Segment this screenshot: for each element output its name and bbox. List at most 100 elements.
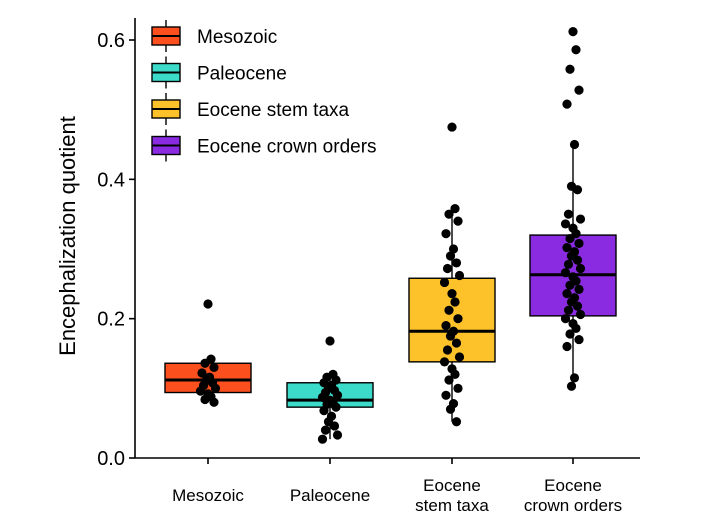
legend-item-4: Eocene crown orders: [151, 129, 377, 162]
data-point: [566, 381, 577, 391]
data-point: [450, 203, 460, 214]
data-point: [451, 417, 462, 427]
data-point: [319, 406, 329, 416]
data-point: [325, 336, 335, 346]
x-tick-label: crown orders: [524, 496, 622, 515]
data-point: [562, 341, 572, 352]
legend: Mesozoic Paleocene Eocene stem taxa Eocene …: [151, 20, 377, 162]
data-point: [565, 233, 575, 244]
legend-label: Mesozoic: [197, 27, 277, 48]
data-point: [451, 258, 462, 268]
data-point: [572, 255, 583, 265]
data-point: [451, 338, 462, 348]
data-point: [444, 209, 454, 219]
data-point: [565, 329, 575, 339]
data-point: [450, 369, 460, 379]
data-point: [572, 185, 583, 195]
data-point: [439, 277, 450, 288]
data-point: [572, 301, 583, 311]
legend-label: Paleocene: [197, 64, 287, 85]
data-point: [332, 430, 343, 440]
data-point: [560, 268, 571, 278]
data-point: [569, 139, 580, 150]
data-point: [562, 243, 572, 253]
data-point: [200, 394, 210, 405]
data-points: [195, 27, 586, 444]
data-point: [454, 352, 465, 362]
data-point: [447, 122, 457, 132]
data-point: [441, 390, 451, 400]
data-point: [317, 434, 328, 444]
x-tick-label: Eocene: [544, 476, 602, 495]
data-point: [560, 314, 571, 324]
data-point: [574, 85, 584, 95]
data-point: [574, 238, 584, 249]
y-tick-label: 0.2: [97, 309, 125, 331]
data-point: [575, 309, 586, 320]
data-point: [445, 331, 456, 341]
data-point: [317, 392, 328, 402]
box-3: [408, 208, 496, 422]
data-point: [569, 373, 580, 383]
data-point: [575, 263, 586, 274]
box-4: [529, 144, 617, 387]
data-point: [331, 402, 341, 412]
data-point: [445, 251, 456, 261]
y-axis: 0.0 0.2 0.4 0.6: [97, 18, 136, 470]
x-tick-label: Mesozoic: [172, 486, 244, 505]
data-point: [203, 299, 213, 309]
x-tick-label: stem taxa: [415, 496, 489, 515]
legend-item-3: Eocene stem taxa: [151, 93, 350, 125]
data-point: [562, 288, 572, 299]
data-point: [441, 229, 451, 239]
legend-item-1: Mesozoic: [151, 20, 277, 52]
data-point: [209, 362, 219, 373]
y-axis-title: Encephalization quotient: [55, 116, 80, 356]
data-point: [447, 288, 457, 299]
y-tick-label: 0.0: [97, 448, 125, 470]
data-point: [575, 214, 586, 224]
data-point: [200, 358, 210, 368]
x-tick-label: Paleocene: [290, 486, 370, 505]
data-point: [448, 244, 459, 254]
data-point: [574, 284, 584, 295]
data-point: [562, 99, 572, 109]
data-point: [563, 259, 574, 269]
data-point: [442, 345, 453, 355]
data-point: [563, 305, 574, 315]
data-point: [320, 425, 331, 435]
data-point: [450, 297, 460, 307]
data-point: [574, 334, 584, 345]
data-point: [454, 270, 465, 281]
data-point: [563, 209, 574, 219]
data-point: [453, 314, 463, 324]
data-point: [441, 321, 451, 331]
data-point: [444, 375, 454, 385]
data-point: [445, 404, 456, 414]
y-tick-label: 0.4: [97, 169, 125, 191]
data-point: [444, 305, 454, 315]
data-point: [329, 421, 340, 431]
data-point: [568, 27, 578, 37]
data-point: [571, 323, 581, 334]
data-point: [332, 390, 343, 400]
data-point: [565, 64, 575, 74]
data-point: [453, 383, 463, 393]
y-tick-label: 0.6: [97, 30, 125, 52]
data-point: [197, 368, 207, 378]
data-point: [571, 45, 581, 55]
data-point: [209, 397, 219, 407]
data-point: [453, 216, 463, 226]
legend-item-2: Paleocene: [151, 56, 287, 89]
legend-label: Eocene crown orders: [197, 137, 377, 158]
x-tick-label: Eocene: [423, 476, 481, 495]
data-point: [439, 357, 450, 367]
data-point: [195, 386, 206, 396]
boxes: [164, 144, 617, 440]
data-point: [442, 263, 453, 274]
data-point: [560, 219, 571, 229]
legend-label: Eocene stem taxa: [197, 100, 350, 121]
data-point: [565, 280, 575, 290]
